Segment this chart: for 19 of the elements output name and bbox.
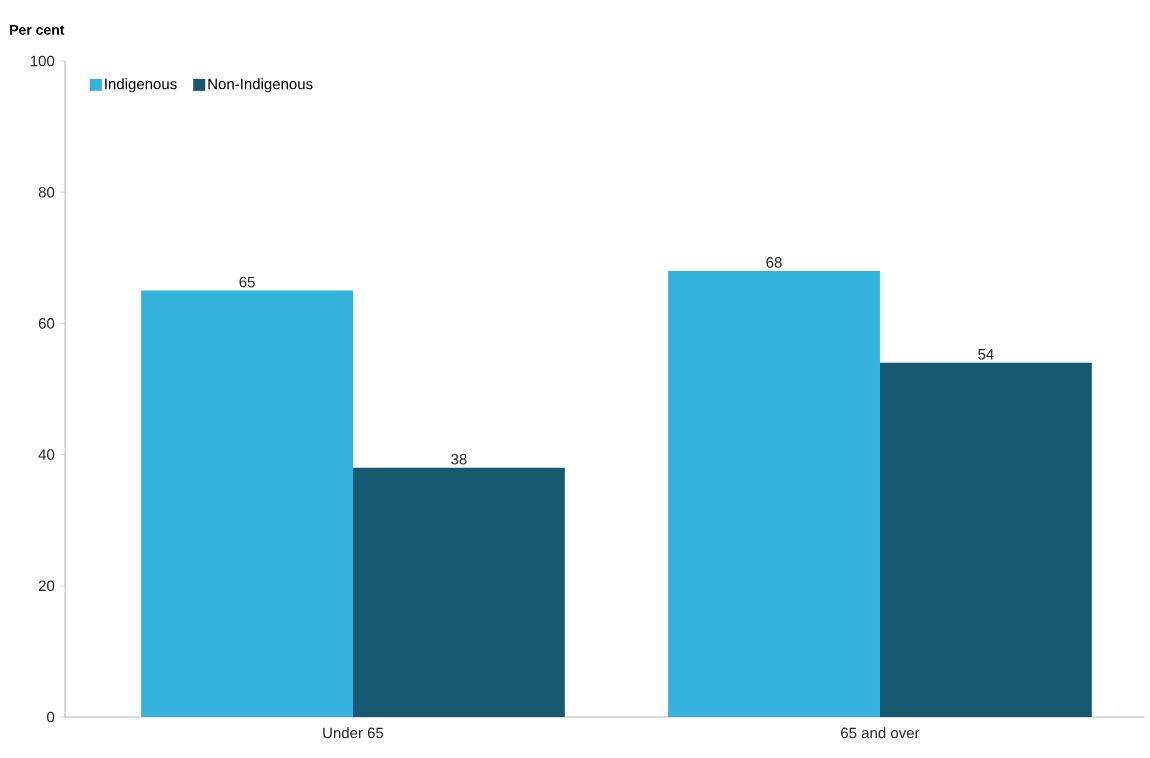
bar xyxy=(879,362,1092,717)
x-tick-label: Under 65 xyxy=(323,727,384,739)
data-label: 54 xyxy=(978,349,994,360)
y-tick-label: 60 xyxy=(38,318,55,329)
x-tick-label: 65 and over xyxy=(841,727,920,739)
y-axis-title: Per cent xyxy=(10,25,65,35)
data-label: 38 xyxy=(451,453,467,465)
legend-label: Non-Indigenous xyxy=(208,78,313,93)
y-tick-label: 40 xyxy=(38,449,55,460)
bar xyxy=(668,270,880,717)
legend-label: Indigenous xyxy=(105,78,177,93)
data-label: 65 xyxy=(239,276,255,288)
bar xyxy=(352,467,565,717)
y-tick-label: 20 xyxy=(38,580,55,592)
y-tick-label: 100 xyxy=(30,55,55,67)
data-label: 68 xyxy=(766,257,782,268)
bar xyxy=(141,290,353,717)
y-tick-label: 0 xyxy=(47,711,55,723)
y-tick-label: 80 xyxy=(38,186,55,198)
